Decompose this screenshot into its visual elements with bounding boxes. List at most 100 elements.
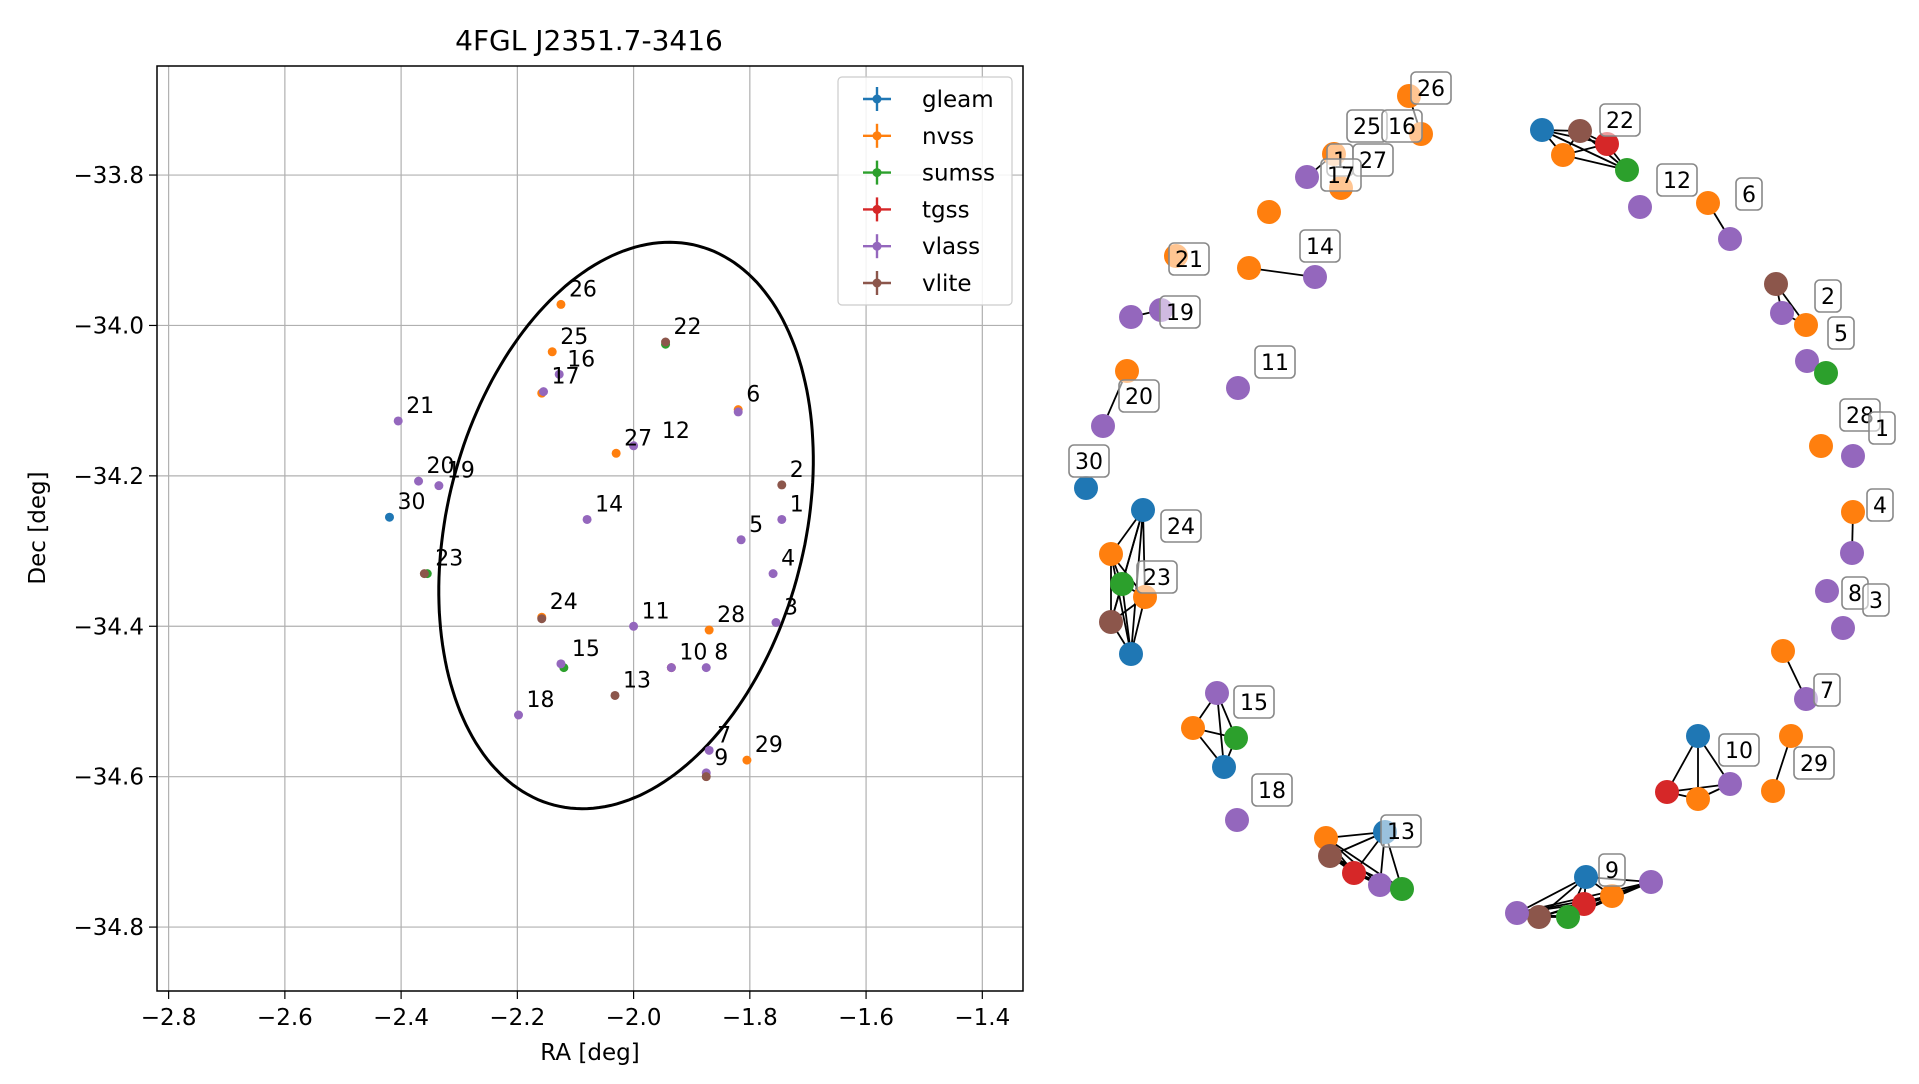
legend-entry: tgss	[922, 197, 970, 223]
graph-node-label: 4	[1866, 488, 1894, 522]
legend-box	[837, 76, 1013, 306]
graph-node-label: 25	[1346, 109, 1388, 143]
graph-edge	[1216, 692, 1225, 768]
y-axis: −33.8 −34.0 −34.2 −34.4 −34.6 −34.8	[74, 163, 157, 941]
graph-node-gleam	[1131, 498, 1155, 522]
graph-node-sumss	[1814, 361, 1838, 385]
graph-node-vlass	[1795, 349, 1819, 373]
graph-label-box	[1866, 488, 1894, 522]
graph-node-label: 30	[1068, 444, 1110, 478]
graph-label-text: 18	[1258, 779, 1286, 804]
x-tick-label: −1.4	[954, 1005, 1010, 1031]
data-point-vlass	[771, 618, 781, 628]
point-label: 14	[595, 492, 623, 517]
graph-node-gleam	[1212, 755, 1236, 779]
point-label: 19	[447, 459, 475, 484]
graph-node-vlass	[1831, 616, 1855, 640]
graph-label-box	[1251, 773, 1293, 807]
graph-label-box	[1118, 379, 1160, 413]
point-label: 18	[527, 688, 555, 713]
graph-node-vlass	[1841, 444, 1865, 468]
graph-label-box	[1718, 733, 1760, 767]
graph-node-tgss	[1572, 892, 1596, 916]
network-graph: 2625161271722126142119112030242325281483…	[1068, 71, 1896, 929]
graph-label-text: 8	[1848, 582, 1862, 607]
point-label: 3	[784, 596, 798, 621]
graph-label-box	[1793, 746, 1835, 780]
graph-label-text: 27	[1359, 149, 1387, 174]
graph-node-gleam	[1119, 642, 1143, 666]
data-point-gleam	[384, 512, 394, 522]
graph-node-label: 8	[1841, 576, 1869, 610]
graph-edge	[1110, 553, 1132, 655]
graph-label-text: 24	[1167, 515, 1195, 540]
data-point-vlass	[666, 663, 676, 673]
graph-node-label: 10	[1718, 733, 1760, 767]
point-label: 17	[552, 365, 580, 390]
graph-node-nvss	[1600, 884, 1624, 908]
data-point-vlass	[768, 569, 778, 579]
legend-entry: sumss	[922, 161, 995, 187]
graph-node-sumss	[1615, 158, 1639, 182]
graph-node-label: 14	[1299, 229, 1341, 263]
legend-marker-dot	[872, 241, 882, 251]
y-tick-label: −34.2	[74, 464, 144, 490]
data-point-nvss	[547, 347, 557, 357]
graph-label-box	[1160, 509, 1202, 543]
graph-label-box	[1168, 242, 1210, 276]
y-axis-label: Dec [deg]	[25, 471, 51, 584]
graph-label-text: 21	[1175, 248, 1203, 273]
graph-node-label: 22	[1599, 103, 1641, 137]
data-point-vlass	[582, 514, 592, 524]
graph-node-sumss	[1390, 877, 1414, 901]
data-point-vlass	[704, 745, 714, 755]
graph-label-text: 6	[1742, 183, 1756, 208]
data-point-vlite	[777, 480, 787, 490]
data-point-vlite	[419, 569, 429, 579]
graph-node-nvss	[1551, 143, 1575, 167]
graph-node-label: 12	[1656, 163, 1698, 197]
graph-label-box	[1380, 814, 1422, 848]
x-tick-label: −2.8	[141, 1005, 197, 1031]
graph-node-vlass	[1770, 301, 1794, 325]
graph-node-nvss	[1115, 359, 1139, 383]
data-point-nvss	[742, 755, 752, 765]
plot-area	[156, 65, 1024, 992]
graph-node-label: 21	[1168, 242, 1210, 276]
graph-label-box	[1136, 560, 1178, 594]
data-point-vlass	[414, 476, 424, 486]
data-point-vlass	[701, 663, 711, 673]
graph-edge	[1516, 876, 1587, 914]
graph-node-nvss	[1779, 724, 1803, 748]
data-point-nvss	[611, 448, 621, 458]
graph-label-box	[1381, 109, 1423, 143]
graph-label-text: 1	[1875, 417, 1889, 442]
graph-node-vlite	[1764, 272, 1788, 296]
graph-node-label: 15	[1233, 685, 1275, 719]
graph-node-vlass	[1295, 165, 1319, 189]
graph-node-gleam	[1530, 118, 1554, 142]
graph-node-vlite	[1318, 844, 1342, 868]
point-label: 4	[781, 547, 795, 572]
graph-node-label: 2	[1814, 279, 1842, 313]
point-label: 30	[397, 490, 425, 515]
legend-entry: gleam	[922, 87, 994, 113]
graph-node-vlass	[1226, 376, 1250, 400]
graph-node-label: 19	[1159, 295, 1201, 329]
graph-label-text: 14	[1306, 235, 1334, 260]
graph-node-label: 9	[1598, 853, 1626, 887]
graph-label-box	[1813, 673, 1841, 707]
graph-node-gleam	[1574, 865, 1598, 889]
graph-node-vlass	[1303, 265, 1327, 289]
graph-node-label: 11	[1254, 345, 1296, 379]
graph-node-sumss	[1110, 572, 1134, 596]
graph-label-box	[1735, 177, 1763, 211]
graph-label-box	[1410, 71, 1452, 105]
x-tick-label: −1.8	[722, 1005, 778, 1031]
graph-node-nvss	[1181, 716, 1205, 740]
point-labels: 1234567891011121314151617181920212223242…	[397, 277, 803, 771]
legend-entry: vlite	[922, 271, 972, 297]
graph-node-label: 17	[1320, 158, 1362, 192]
x-axis: −2.8 −2.6 −2.4 −2.2 −2.0 −1.8 −1.6 −1.4	[141, 991, 1010, 1031]
